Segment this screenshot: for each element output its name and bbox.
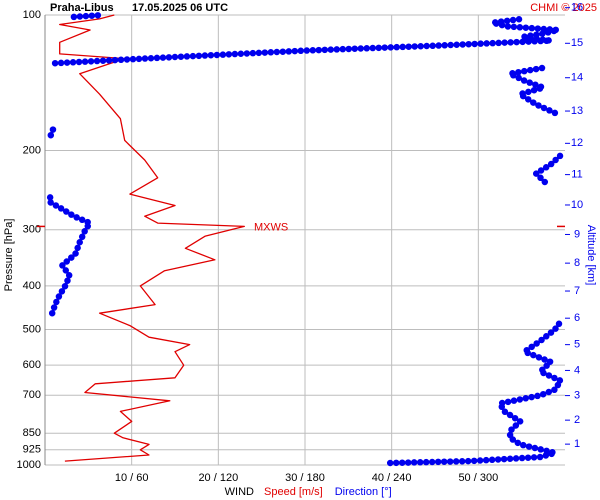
y-tick-label: 400 xyxy=(23,280,41,292)
x-tick-label: 30 / 180 xyxy=(285,472,325,484)
y2-tick-label: 10 xyxy=(571,199,583,211)
y-tick-label: 1000 xyxy=(17,459,41,471)
y2-tick-label: 13 xyxy=(571,105,583,117)
direction-line xyxy=(45,11,568,467)
x-tick-label: 20 / 120 xyxy=(198,472,238,484)
credit: CHMI © 2025 xyxy=(530,2,597,14)
y-tick-label: 925 xyxy=(23,444,41,456)
y2-tick-label: 8 xyxy=(574,257,580,269)
x-tick-label: 10 / 60 xyxy=(115,472,149,484)
y2-tick-label: 14 xyxy=(571,72,583,84)
y2-tick-label: 1 xyxy=(574,438,580,450)
y-tick-label: 100 xyxy=(23,9,41,21)
y2-tick-label: 16 xyxy=(571,2,583,14)
y2-tick-label: 5 xyxy=(574,339,580,351)
y-tick-label: 700 xyxy=(23,389,41,401)
y-tick-label: 850 xyxy=(23,427,41,439)
legend-label: Direction [°] xyxy=(335,486,392,498)
y2-tick-label: 4 xyxy=(574,364,580,376)
y-tick-label: 300 xyxy=(23,224,41,236)
max-wind-label: MXWS xyxy=(254,221,288,233)
legend-label: Speed [m/s] xyxy=(264,486,323,498)
x-axis-label: WIND xyxy=(225,486,254,498)
y2-tick-label: 9 xyxy=(574,228,580,240)
speed-line xyxy=(59,14,245,462)
y-tick-label: 600 xyxy=(23,359,41,371)
y2-tick-label: 11 xyxy=(571,169,582,181)
y-tick-label: 200 xyxy=(23,144,41,156)
y2-tick-label: 6 xyxy=(574,312,580,324)
y2-tick-label: 15 xyxy=(571,37,583,49)
chart-title: Praha-Libus xyxy=(50,2,114,14)
y2-tick-label: 3 xyxy=(574,390,580,402)
chart-subtitle: 17.05.2025 06 UTC xyxy=(132,2,228,14)
y2-tick-label: 12 xyxy=(571,137,583,149)
x-tick-label: 50 / 300 xyxy=(458,472,498,484)
y-axis-label: Pressure [hPa] xyxy=(3,219,15,292)
y-tick-label: 500 xyxy=(23,323,41,335)
y2-axis-label: Altitude [km] xyxy=(585,225,597,286)
y2-tick-label: 7 xyxy=(574,285,580,297)
y2-tick-label: 2 xyxy=(574,414,580,426)
x-tick-label: 40 / 240 xyxy=(372,472,412,484)
